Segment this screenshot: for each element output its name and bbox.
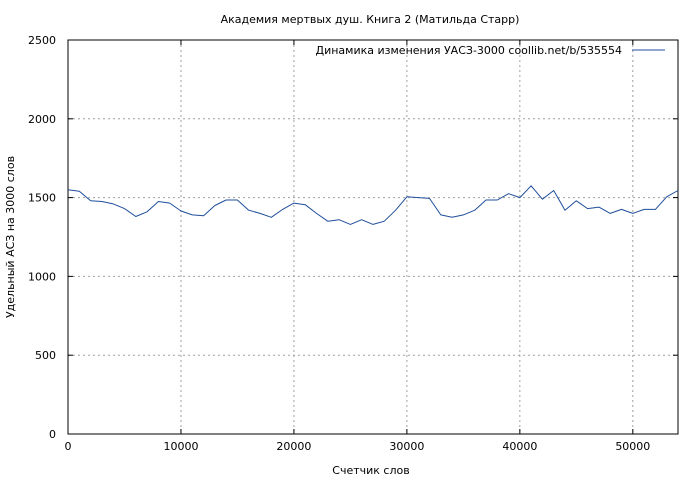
y-tick-label: 0: [49, 428, 56, 441]
x-tick-label: 40000: [502, 440, 537, 453]
x-tick-label: 10000: [163, 440, 198, 453]
x-axis-label: Счетчик слов: [332, 464, 409, 477]
y-tick-label: 2500: [28, 34, 56, 47]
y-axis-label: Удельный АСЗ на 3000 слов: [4, 156, 17, 318]
plot-frame: [67, 39, 679, 435]
x-tick-label: 30000: [389, 440, 424, 453]
axis-ticks: 0 10000 20000 30000 40000 50000 0 500 1000 1500 20…: [28, 34, 678, 453]
x-tick-label: 50000: [615, 440, 650, 453]
y-tick-label: 500: [35, 349, 56, 362]
grid: [68, 40, 678, 434]
legend: Динамика изменения УАСЗ-3000 coollib.net…: [316, 44, 665, 57]
x-tick-label: 0: [65, 440, 72, 453]
y-tick-label: 1000: [28, 270, 56, 283]
y-tick-label: 1500: [28, 192, 56, 205]
legend-label: Динамика изменения УАСЗ-3000 coollib.net…: [316, 44, 623, 57]
chart-title: Академия мертвых душ. Книга 2 (Матильда …: [221, 13, 520, 26]
x-tick-label: 20000: [276, 440, 311, 453]
series-group: [67, 185, 679, 225]
series-line: [67, 185, 679, 225]
y-tick-label: 2000: [28, 113, 56, 126]
